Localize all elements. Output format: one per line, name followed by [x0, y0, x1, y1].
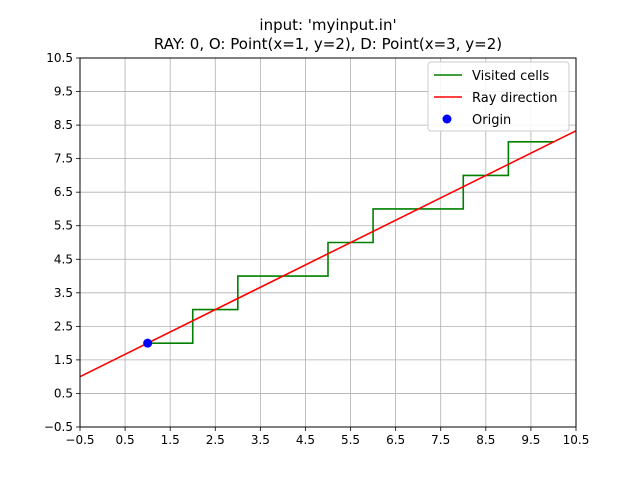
legend-ray-direction-label: Ray direction	[472, 91, 558, 106]
legend: Visited cells Ray direction Origin	[427, 61, 570, 132]
y-tick-label: −0.5	[44, 420, 73, 434]
y-tick-label: 2.5	[54, 319, 73, 333]
x-tick-label: 8.5	[476, 433, 495, 447]
ticks: −0.5 0.5 1.5 2.5 3.5 4.5 5.5 6.5 7.5 8.5 9.5 10.5 −0…	[44, 51, 590, 447]
x-tick-label: 7.5	[431, 433, 450, 447]
y-tick-label: 10.5	[46, 51, 73, 65]
chart-title-line-2: RAY: 0, O: Point(x=1, y=2), D: Point(x=3…	[154, 35, 502, 53]
legend-origin-swatch	[442, 114, 452, 124]
x-tick-label: 3.5	[251, 433, 270, 447]
y-tick-label: 6.5	[54, 185, 73, 199]
x-tick-label: 5.5	[341, 433, 360, 447]
y-tick-label: 8.5	[54, 118, 73, 132]
chart-title-line-1: input: 'myinput.in'	[259, 16, 396, 34]
y-tick-label: 3.5	[54, 286, 73, 300]
plot-frame	[79, 57, 577, 428]
legend-box	[427, 61, 570, 132]
legend-visited-cells-label: Visited cells	[472, 69, 549, 84]
series-ray-direction-line	[79, 130, 577, 378]
x-tick-label: 0.5	[116, 433, 135, 447]
legend-origin-label: Origin	[472, 113, 511, 128]
y-tick-label: 1.5	[54, 353, 73, 367]
x-tick-label: 9.5	[521, 433, 540, 447]
x-tick-label: 2.5	[206, 433, 225, 447]
series-origin-point	[143, 338, 153, 348]
y-tick-label: 5.5	[54, 219, 73, 233]
y-tick-label: 7.5	[54, 152, 73, 166]
y-tick-label: 9.5	[54, 85, 73, 99]
x-tick-label: 4.5	[296, 433, 315, 447]
x-tick-label: 10.5	[563, 433, 590, 447]
x-tick-label: 6.5	[386, 433, 405, 447]
series-layer	[79, 130, 577, 378]
y-tick-label: 4.5	[54, 252, 73, 266]
x-tick-label: −0.5	[65, 433, 94, 447]
x-tick-label: 1.5	[161, 433, 180, 447]
y-tick-label: 0.5	[54, 386, 73, 400]
